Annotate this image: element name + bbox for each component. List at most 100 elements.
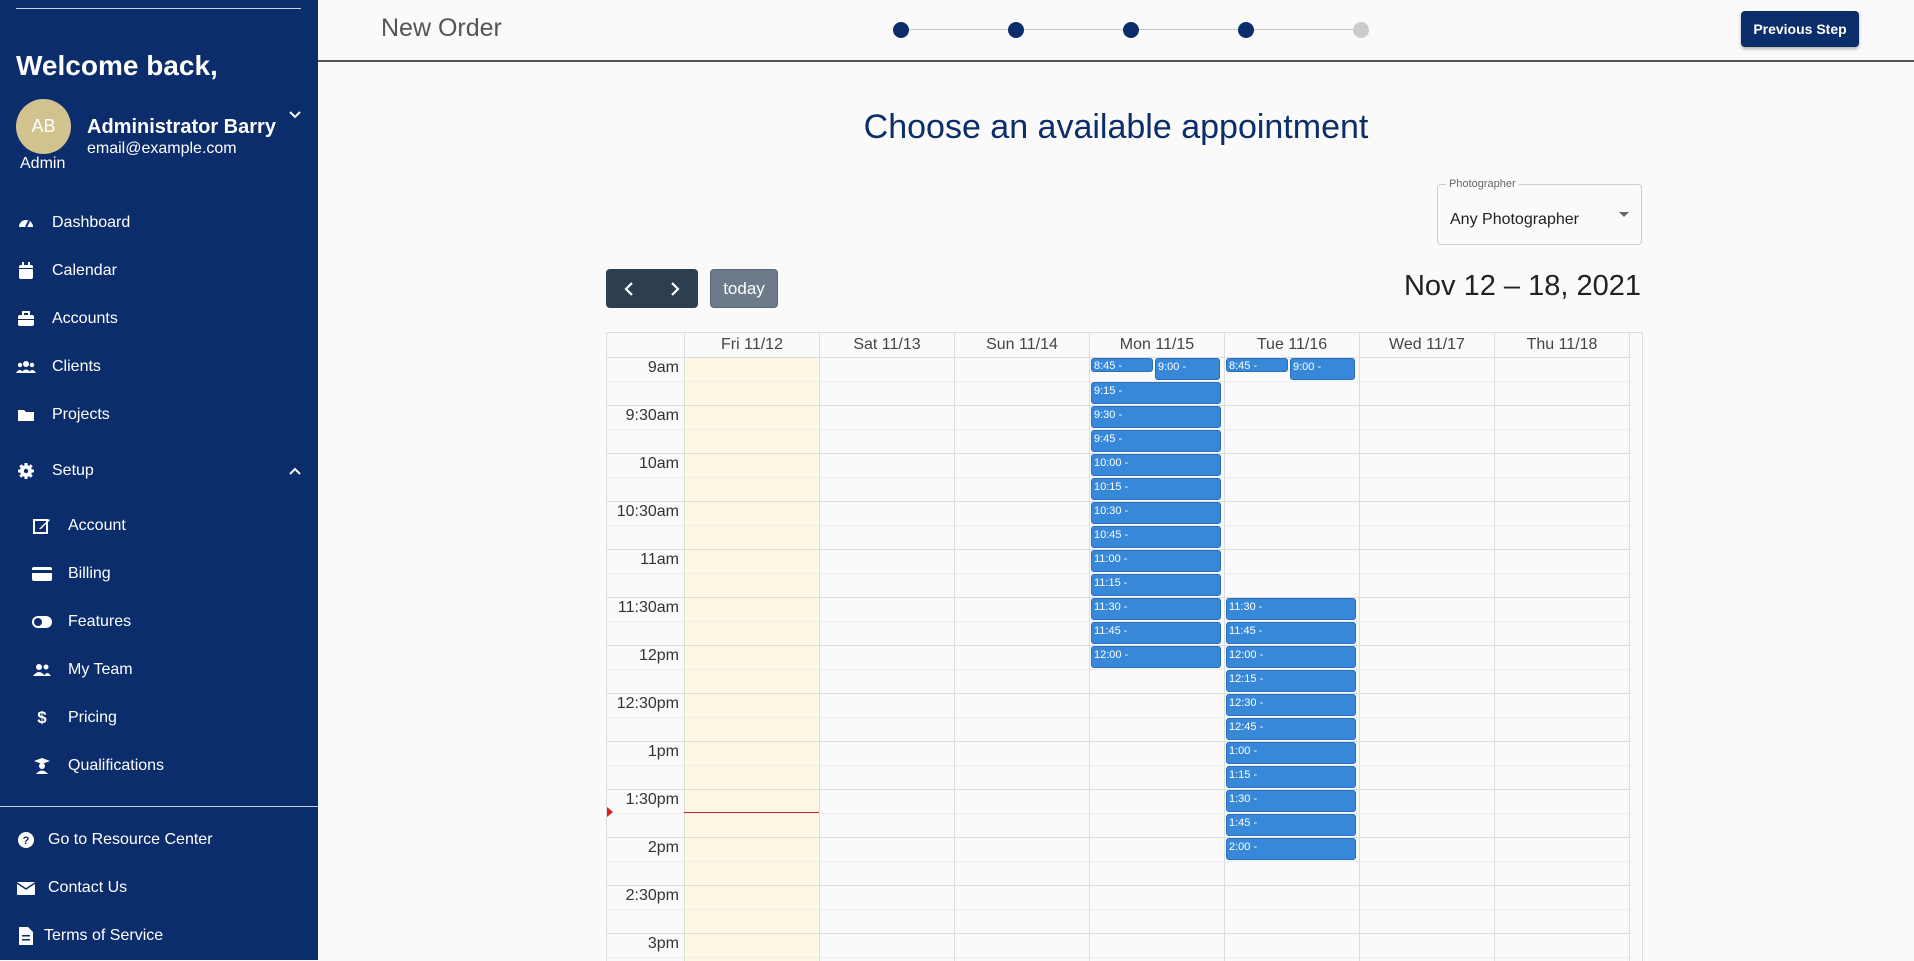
appointment-slot[interactable]: 12:45 - (1226, 718, 1356, 740)
time-label: 1pm (647, 743, 679, 760)
sidebar-item-accounts[interactable]: Accounts (0, 299, 318, 339)
sidebar-item-projects[interactable]: Projects (0, 395, 318, 435)
chevron-up-icon (289, 467, 301, 475)
sidebar-item-setup[interactable]: Setup (0, 451, 318, 491)
sidebar-divider-top (16, 8, 301, 9)
sidebar-item-label: Features (68, 613, 132, 630)
appointment-slot[interactable]: 12:30 - (1226, 694, 1356, 716)
chevron-left-icon (624, 281, 633, 296)
day-column-divider (1629, 333, 1630, 961)
sidebar-item-label: My Team (68, 661, 133, 678)
step-dot (893, 22, 909, 38)
time-slot-line (607, 549, 1631, 550)
sidebar: Welcome back, AB Admin Administrator Bar… (0, 0, 318, 960)
appointment-slot[interactable]: 9:00 - (1290, 358, 1355, 380)
appointment-slot[interactable]: 12:00 - (1226, 646, 1356, 668)
sidebar-item-account[interactable]: Account (0, 506, 318, 546)
time-label: 1:30pm (625, 791, 679, 808)
appointment-slot[interactable]: 1:30 - (1226, 790, 1356, 812)
sidebar-item-clients[interactable]: Clients (0, 347, 318, 387)
sidebar-item-contact-us[interactable]: Contact Us (0, 868, 318, 908)
chevron-down-icon[interactable] (288, 108, 302, 122)
time-slot-line (607, 837, 1631, 838)
sidebar-item-resource-center[interactable]: ? Go to Resource Center (0, 820, 318, 860)
time-slot-line (607, 669, 1631, 670)
sidebar-item-label: Accounts (52, 310, 118, 327)
sidebar-item-billing[interactable]: Billing (0, 554, 318, 594)
sidebar-item-calendar[interactable]: Calendar (0, 251, 318, 291)
prev-week-button[interactable] (606, 269, 652, 308)
time-slot-line (607, 861, 1631, 862)
sidebar-item-pricing[interactable]: $ Pricing (0, 698, 318, 738)
appointment-slot[interactable]: 11:15 - (1091, 574, 1221, 596)
page-heading: Choose an available appointment (863, 108, 1369, 146)
appointment-slot[interactable]: 1:45 - (1226, 814, 1356, 836)
step-dot (1353, 22, 1369, 38)
briefcase-icon (16, 309, 36, 329)
appointment-slot[interactable]: 9:00 - (1155, 358, 1220, 380)
appointment-slot[interactable]: 12:15 - (1226, 670, 1356, 692)
document-icon (16, 926, 36, 946)
sidebar-item-label: Projects (52, 406, 110, 423)
day-header: Sat 11/13 (819, 333, 954, 357)
sidebar-item-label: Terms of Service (44, 927, 164, 944)
sidebar-item-features[interactable]: Features (0, 602, 318, 642)
time-slot-line (607, 429, 1631, 430)
day-column-divider (1089, 333, 1090, 961)
step-dot (1008, 22, 1024, 38)
sidebar-item-dashboard[interactable]: Dashboard (0, 203, 318, 243)
appointment-slot[interactable]: 10:30 - (1091, 502, 1221, 524)
time-slot-line (607, 741, 1631, 742)
appointment-slot[interactable]: 9:45 - (1091, 430, 1221, 452)
next-week-button[interactable] (652, 269, 698, 308)
day-column-divider (1224, 333, 1225, 961)
users-icon (16, 357, 36, 377)
sidebar-item-label: Clients (52, 358, 101, 375)
appointment-slot[interactable]: 11:00 - (1091, 550, 1221, 572)
time-label: 10am (638, 455, 679, 472)
sidebar-divider (0, 806, 318, 807)
appointment-slot[interactable]: 1:00 - (1226, 742, 1356, 764)
time-slot-line (607, 453, 1631, 454)
today-column (684, 357, 819, 961)
appointment-slot[interactable]: 10:15 - (1091, 478, 1221, 500)
appointment-slot[interactable]: 2:00 - (1226, 838, 1356, 860)
page-header: New Order Previous Step (318, 0, 1914, 62)
time-label: 11:30am (617, 599, 679, 616)
chevron-right-icon (671, 281, 680, 296)
day-column-divider (684, 333, 685, 961)
sidebar-item-my-team[interactable]: My Team (0, 650, 318, 690)
page-title: New Order (381, 14, 502, 42)
today-button[interactable]: today (710, 269, 778, 308)
time-label: 11am (640, 551, 679, 568)
appointment-slot[interactable]: 9:30 - (1091, 406, 1221, 428)
toggle-icon (32, 612, 52, 632)
sidebar-item-terms[interactable]: Terms of Service (0, 916, 318, 956)
appointment-slot[interactable]: 1:15 - (1226, 766, 1356, 788)
time-slot-line (607, 909, 1631, 910)
avatar: AB (16, 99, 71, 154)
previous-step-button[interactable]: Previous Step (1741, 11, 1859, 47)
sidebar-item-label: Calendar (52, 262, 117, 279)
appointment-slot[interactable]: 11:30 - (1226, 598, 1356, 620)
welcome-text: Welcome back, (16, 50, 218, 81)
appointment-slot[interactable]: 11:45 - (1091, 622, 1221, 644)
appointment-slot[interactable]: 9:15 - (1091, 382, 1221, 404)
appointment-slot[interactable]: 8:45 - (1226, 358, 1288, 372)
day-header: Fri 11/12 (684, 333, 819, 357)
time-label: 9:30am (625, 407, 679, 424)
calendar-icon (16, 261, 36, 281)
photographer-select[interactable]: Photographer Any Photographer (1437, 178, 1642, 245)
time-slot-line (607, 765, 1631, 766)
appointment-slot[interactable]: 10:45 - (1091, 526, 1221, 548)
appointment-slot[interactable]: 12:00 - (1091, 646, 1221, 668)
time-label: 9am (647, 359, 679, 376)
appointment-slot[interactable]: 11:30 - (1091, 598, 1221, 620)
appointment-slot[interactable]: 11:45 - (1226, 622, 1356, 644)
appointment-slot[interactable]: 10:00 - (1091, 454, 1221, 476)
photographer-value: Any Photographer (1450, 211, 1579, 228)
time-slot-line (607, 405, 1631, 406)
order-stepper (893, 22, 1369, 38)
appointment-slot[interactable]: 8:45 - (1091, 358, 1153, 372)
sidebar-item-qualifications[interactable]: Qualifications (0, 746, 318, 786)
